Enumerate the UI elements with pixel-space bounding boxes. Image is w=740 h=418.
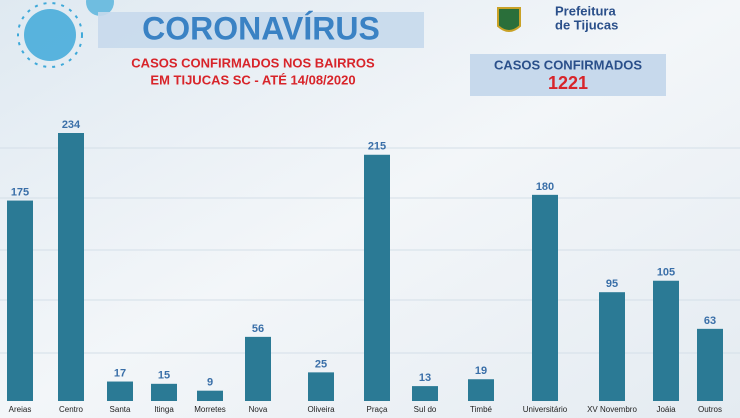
x-tick-label: Joáia (656, 405, 676, 414)
x-tick-label: Outros (698, 405, 722, 414)
value-label: 175 (11, 186, 29, 198)
virus-icon (17, 0, 114, 68)
x-tick-label: Morretes (194, 405, 226, 414)
x-tick-label: Itinga (154, 405, 174, 414)
x-tick-label: Areias (9, 405, 32, 414)
logo: Prefeitura de Tijucas (497, 3, 618, 32)
value-label: 95 (606, 278, 618, 290)
logo-text: Prefeitura (555, 3, 616, 18)
value-label: 105 (657, 267, 675, 279)
x-tick-label: Santa (110, 405, 131, 414)
value-label: 56 (252, 323, 264, 335)
value-label: 9 (207, 377, 213, 389)
value-label: 25 (315, 358, 327, 370)
value-label: 13 (419, 372, 431, 384)
value-label: 15 (158, 370, 170, 382)
bar (197, 390, 223, 401)
bar (7, 200, 33, 401)
x-tick-label: Centro (59, 405, 84, 414)
x-tick-label: XV Novembro (587, 405, 637, 414)
bar (532, 194, 558, 401)
bar (58, 133, 84, 401)
value-label: 17 (114, 367, 126, 379)
subtitle: CASOS CONFIRMADOS NOS BAIRROS (131, 55, 375, 70)
bar (308, 372, 334, 401)
bar (151, 383, 177, 401)
bar (107, 381, 133, 401)
x-tick-label: Universitário (523, 405, 568, 414)
bar (468, 379, 494, 401)
total-value: 1221 (548, 73, 588, 93)
chart-title: CORONAVÍRUS (142, 10, 380, 46)
value-label: 215 (368, 141, 386, 153)
title-box (98, 12, 424, 48)
total-box (470, 54, 666, 96)
bar (364, 154, 390, 401)
logo-text: de Tijucas (555, 17, 618, 32)
total-label: CASOS CONFIRMADOS (494, 57, 642, 72)
x-tick-label: Timbé (470, 405, 492, 414)
x-tick-label: Sul do (414, 405, 437, 414)
bar (653, 280, 679, 401)
value-label: 180 (536, 181, 554, 193)
x-tick-label: Praça (367, 405, 388, 414)
bar (412, 386, 438, 401)
bar (697, 328, 723, 401)
bar (245, 336, 271, 401)
value-label: 234 (62, 119, 81, 131)
subtitle: EM TIJUCAS SC - ATÉ 14/08/2020 (150, 72, 355, 87)
bar (599, 292, 625, 401)
x-tick-label: Nova (249, 405, 268, 414)
x-tick-label: Oliveira (307, 405, 335, 414)
value-label: 63 (704, 315, 716, 327)
value-label: 19 (475, 365, 487, 377)
